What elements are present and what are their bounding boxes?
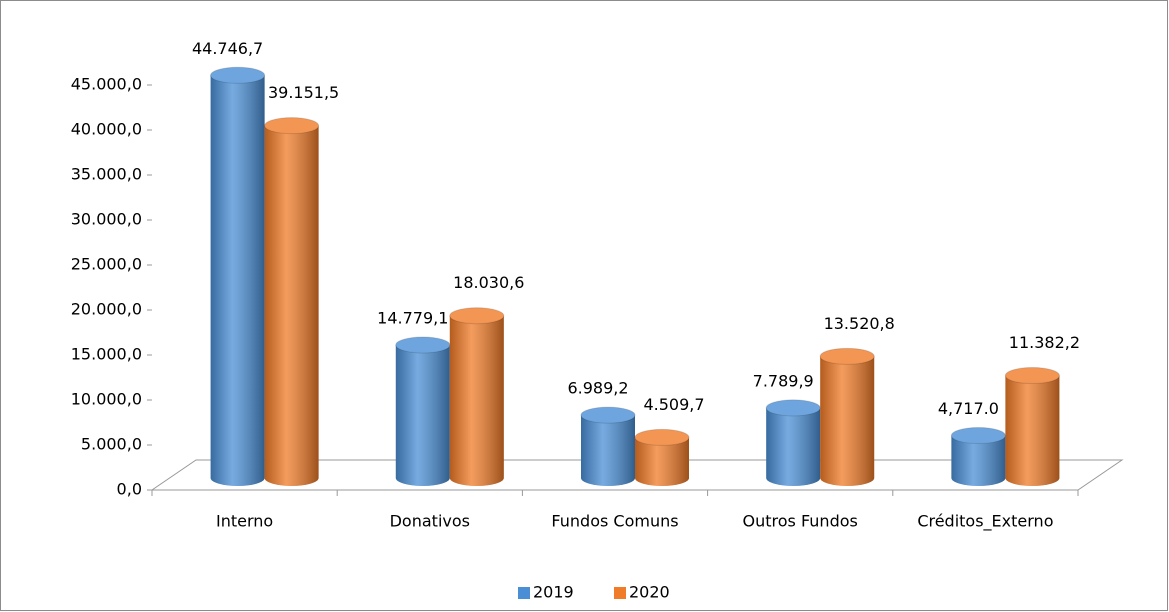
y-tick-label: 10.000,0 <box>71 390 142 409</box>
bar-top <box>580 406 636 424</box>
data-label: 14.779,1 <box>377 308 448 327</box>
y-tick-label: 0,0 <box>117 480 142 499</box>
y-tick-label: 25.000,0 <box>71 255 142 274</box>
y-tick-label: 45.000,0 <box>71 75 142 94</box>
legend-swatch <box>614 587 626 599</box>
data-label: 18.030,6 <box>453 273 524 292</box>
legend-label: 2019 <box>533 583 574 602</box>
data-label: 7.789,9 <box>753 371 814 390</box>
x-tick-label: Outros Fundos <box>743 512 858 531</box>
bar-top <box>1004 367 1060 385</box>
bar-shading <box>581 415 635 486</box>
bar-top-shine <box>766 399 821 416</box>
bar-top <box>449 307 505 325</box>
bar-shading <box>766 407 821 486</box>
bar-top <box>264 117 320 135</box>
bar-shading <box>210 75 265 487</box>
bar-shading <box>951 435 1006 486</box>
bar-shading <box>264 125 319 486</box>
bar-top-shine <box>264 117 319 134</box>
data-label: 44.746,7 <box>192 39 263 58</box>
bar-shading <box>395 344 450 486</box>
y-tick-label: 30.000,0 <box>71 210 142 229</box>
bar-top-shine <box>210 67 265 84</box>
bar-top <box>819 347 875 365</box>
data-label: 13.520,8 <box>824 314 895 333</box>
data-label: 4.509,7 <box>643 395 704 414</box>
data-label: 6.989,2 <box>567 379 628 398</box>
x-tick-label: Créditos_Externo <box>917 512 1053 532</box>
bar-shading <box>1005 375 1060 486</box>
legend-swatch <box>518 587 530 599</box>
bar-shading <box>635 437 689 486</box>
bar-top <box>634 428 690 446</box>
data-label: 4,717.0 <box>938 399 999 418</box>
bar-shading <box>820 356 875 486</box>
x-tick-label: Interno <box>216 512 273 531</box>
bar-top <box>210 66 266 84</box>
bar-top-shine <box>449 307 504 324</box>
x-tick-label: Fundos Comuns <box>551 512 678 531</box>
bar-top-shine <box>951 427 1006 444</box>
data-label: 39.151,5 <box>268 83 339 102</box>
x-tick-label: Donativos <box>390 512 470 531</box>
legend-label: 2020 <box>629 583 670 602</box>
y-tick-label: 40.000,0 <box>71 120 142 139</box>
y-tick-label: 35.000,0 <box>71 165 142 184</box>
bar-top-shine <box>395 336 450 353</box>
y-tick-label: 20.000,0 <box>71 300 142 319</box>
bar-shading <box>449 315 504 486</box>
bar-top-shine <box>820 348 875 365</box>
bar-top-shine <box>581 407 635 424</box>
y-tick-label: 15.000,0 <box>71 345 142 364</box>
y-tick-label: 5.000,0 <box>81 435 142 454</box>
bar-top-shine <box>635 429 689 446</box>
bar-top-shine <box>1005 367 1060 384</box>
data-label: 11.382,2 <box>1009 333 1080 352</box>
